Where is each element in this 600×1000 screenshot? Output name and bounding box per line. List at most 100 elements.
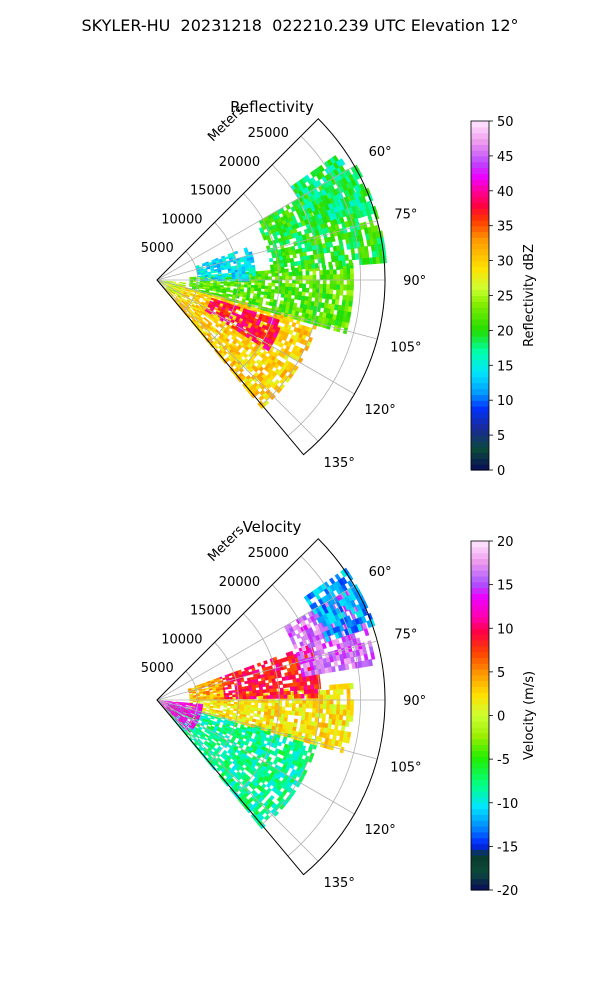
echo-cell bbox=[195, 297, 200, 301]
echo-cell bbox=[188, 288, 193, 291]
colorbar-swatch bbox=[471, 878, 489, 885]
echo-cell bbox=[183, 290, 188, 294]
colorbar-swatch bbox=[471, 651, 489, 658]
echo-cell bbox=[168, 289, 172, 293]
echo-cell bbox=[196, 698, 201, 700]
colorbar-swatch bbox=[471, 645, 489, 653]
echo-cell bbox=[300, 693, 305, 699]
echo-cell bbox=[199, 304, 204, 309]
echo-cell bbox=[234, 362, 240, 368]
echo-cell bbox=[189, 294, 194, 298]
echo-cell bbox=[293, 690, 298, 695]
echo-cell bbox=[263, 360, 269, 366]
echo-cell bbox=[204, 294, 209, 298]
echo-cell bbox=[281, 319, 287, 325]
echo-cell bbox=[207, 327, 212, 332]
echo-cell bbox=[216, 697, 221, 700]
echo-cell bbox=[200, 319, 205, 324]
echo-cell bbox=[165, 288, 169, 291]
echo-cell bbox=[192, 313, 197, 318]
echo-cell bbox=[181, 295, 186, 299]
echo-cell bbox=[212, 301, 217, 306]
colorbar-swatch bbox=[471, 802, 489, 810]
plot-title: Reflectivity bbox=[230, 98, 314, 116]
echo-cell bbox=[203, 305, 208, 309]
echo-cell bbox=[220, 697, 225, 700]
echo-cell bbox=[180, 296, 185, 300]
echo-cell bbox=[284, 320, 290, 326]
echo-cell bbox=[258, 376, 265, 383]
echo-cell bbox=[270, 382, 278, 389]
echo-cell bbox=[198, 291, 202, 294]
echo-cell bbox=[217, 299, 222, 303]
echo-cell bbox=[220, 300, 225, 305]
echo-cell bbox=[220, 703, 224, 706]
echo-cell bbox=[346, 688, 351, 695]
echo-cell bbox=[197, 292, 202, 296]
echo-cell bbox=[225, 337, 230, 343]
colorbar-tick-label: 20 bbox=[497, 535, 514, 550]
echo-cell bbox=[193, 293, 198, 297]
echo-cell bbox=[225, 326, 231, 331]
echo-cell bbox=[310, 684, 315, 690]
colorbar-swatch bbox=[471, 674, 489, 682]
echo-cell bbox=[329, 704, 334, 710]
echo-cell bbox=[313, 684, 318, 690]
echo-cell bbox=[188, 308, 193, 312]
echo-cell bbox=[211, 303, 217, 307]
echo-cell bbox=[239, 694, 243, 697]
echo-cell bbox=[233, 708, 238, 712]
colorbar-swatch bbox=[471, 657, 489, 664]
echo-cell bbox=[252, 693, 257, 697]
colorbar-swatch bbox=[471, 570, 489, 577]
echo-cell bbox=[209, 324, 215, 329]
echo-cell bbox=[363, 628, 370, 637]
echo-cell bbox=[213, 300, 218, 304]
echo-cell bbox=[176, 301, 180, 306]
echo-cell bbox=[197, 318, 202, 323]
colorbar-tick-label: 10 bbox=[497, 622, 514, 637]
colorbar-swatch bbox=[471, 796, 489, 804]
colorbar-swatch bbox=[471, 663, 489, 670]
echo-cell bbox=[225, 696, 230, 700]
echo-cell bbox=[171, 296, 175, 300]
echo-cell bbox=[222, 709, 227, 712]
echo-cell bbox=[343, 704, 348, 711]
echo-cell bbox=[291, 322, 297, 328]
echo-cell bbox=[196, 324, 200, 329]
echo-cell bbox=[225, 331, 231, 337]
echo-cell bbox=[181, 306, 185, 310]
echo-cell bbox=[329, 694, 334, 700]
theta-tick-label: 60° bbox=[369, 565, 392, 580]
echo-cell bbox=[184, 296, 189, 300]
echo-cell bbox=[346, 683, 351, 690]
echo-cell bbox=[339, 688, 344, 695]
colorbar-swatch bbox=[471, 686, 489, 693]
echo-cell bbox=[190, 293, 194, 297]
echo-cell bbox=[288, 329, 294, 336]
echo-cell bbox=[216, 301, 221, 305]
echo-cell bbox=[207, 322, 212, 327]
echo-cell bbox=[221, 307, 226, 311]
echo-cell bbox=[199, 325, 204, 330]
colorbar-swatch bbox=[471, 552, 489, 560]
colorbar-swatch bbox=[471, 855, 489, 862]
echo-cell bbox=[207, 316, 213, 321]
echo-cell bbox=[204, 302, 209, 306]
echo-cell bbox=[205, 301, 210, 305]
echo-cell bbox=[185, 306, 189, 311]
echo-cell bbox=[329, 684, 334, 691]
echo-cell bbox=[194, 306, 199, 310]
echo-cell bbox=[182, 299, 187, 303]
echo-cell bbox=[265, 383, 272, 390]
echo-cell bbox=[269, 695, 274, 699]
echo-cell bbox=[223, 705, 228, 708]
echo-cell bbox=[195, 305, 199, 309]
echo-cell bbox=[269, 393, 276, 401]
echo-cell bbox=[243, 362, 249, 368]
echo-cell bbox=[263, 365, 270, 372]
theta-tick-label: 105° bbox=[390, 761, 421, 776]
echo-cell bbox=[260, 384, 267, 391]
colorbar-swatch bbox=[471, 762, 489, 769]
